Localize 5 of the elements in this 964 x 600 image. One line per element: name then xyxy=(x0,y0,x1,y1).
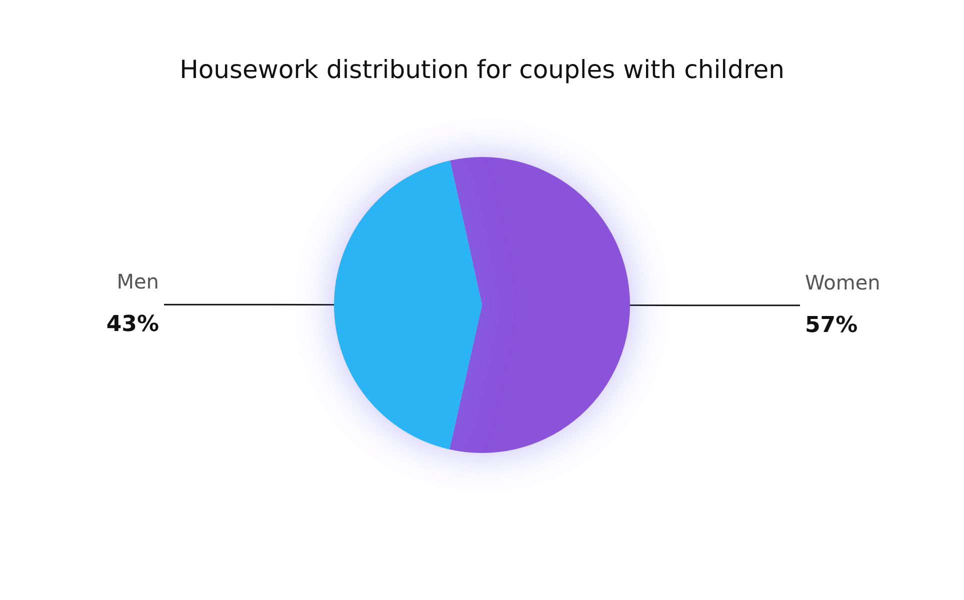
slice-label: Women xyxy=(805,270,880,294)
data-label: 43% xyxy=(106,312,159,338)
data-label: 57% xyxy=(805,312,858,338)
chart-title: Housework distribution for couples with children xyxy=(180,55,784,84)
slice-label: Men xyxy=(116,270,159,294)
